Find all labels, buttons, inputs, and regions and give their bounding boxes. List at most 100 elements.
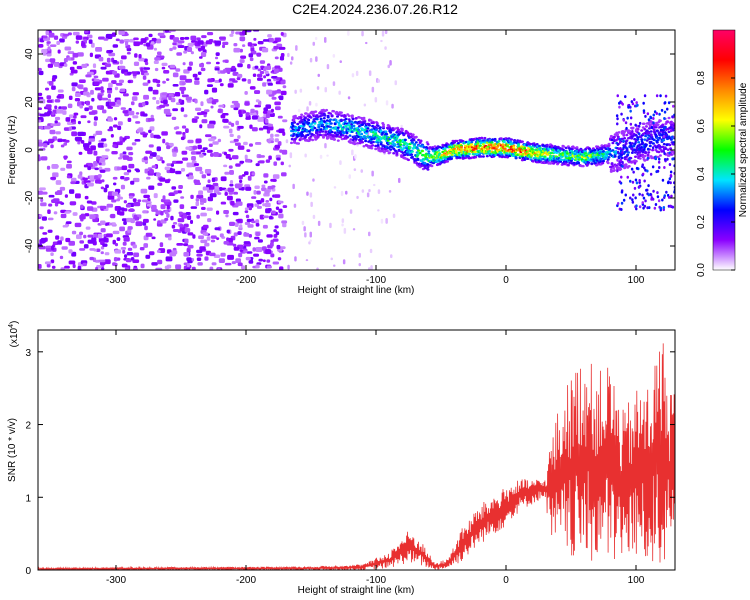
- spectral-cell: [662, 206, 666, 209]
- spectral-cell: [146, 206, 150, 209]
- spectral-cell: [655, 121, 658, 125]
- spectral-cell: [151, 262, 158, 266]
- colorbar-axes: 0.00.20.40.60.8: [696, 71, 735, 277]
- spectral-cell: [70, 69, 78, 74]
- spectral-cell: [648, 123, 652, 126]
- spectral-cell: [180, 168, 186, 172]
- spectral-cell: [119, 211, 125, 216]
- spectral-cell: [68, 95, 73, 101]
- spectral-cell: [213, 152, 219, 157]
- spectral-cell: [274, 65, 281, 69]
- spectral-cell: [322, 136, 325, 139]
- spectral-cell: [656, 169, 660, 173]
- spectral-cell: [253, 253, 260, 257]
- spectral-cell: [303, 119, 307, 122]
- spectral-cell: [232, 211, 239, 216]
- spectral-cell: [196, 194, 204, 199]
- spectral-cell: [175, 126, 180, 130]
- spectral-cell: [127, 71, 132, 75]
- spectral-cell: [68, 240, 75, 246]
- spectral-cell: [172, 108, 179, 112]
- spectral-cell: [151, 37, 157, 42]
- spectral-cell: [314, 110, 318, 113]
- spectral-cell: [508, 154, 512, 158]
- spectral-cell: [73, 112, 79, 116]
- spectral-cell: [281, 172, 287, 177]
- spectral-cell: [70, 181, 76, 185]
- spectral-cell: [278, 46, 286, 50]
- spectral-cell: [172, 84, 179, 87]
- spectral-cell: [89, 256, 95, 261]
- spectral-cell: [638, 185, 641, 189]
- spectral-cell: [293, 121, 297, 124]
- spectral-cell: [643, 128, 647, 131]
- spectral-cell: [112, 176, 118, 180]
- spectral-cell: [371, 140, 375, 144]
- spectral-cell: [303, 226, 306, 232]
- spectral-cell: [297, 142, 300, 145]
- spectral-cell: [652, 138, 656, 142]
- spectral-cell: [172, 222, 178, 225]
- spectral-cell: [315, 117, 319, 121]
- spectral-cell: [595, 159, 599, 162]
- spectral-cell: [262, 110, 268, 114]
- spectral-cell: [545, 143, 549, 147]
- spectral-cell: [104, 259, 111, 265]
- spectral-cell: [111, 191, 119, 196]
- spectral-cell: [547, 151, 551, 154]
- spectral-cell: [135, 112, 140, 115]
- spectral-cell: [51, 77, 56, 82]
- spectral-cell: [329, 125, 332, 129]
- spectral-cell: [112, 262, 117, 266]
- spectral-cell: [85, 180, 91, 183]
- spectral-cell: [665, 190, 668, 194]
- spectral-cell: [535, 143, 539, 146]
- spectral-cell: [315, 102, 318, 107]
- spectral-cell: [218, 78, 222, 83]
- spectral-cell: [68, 114, 74, 119]
- spectral-cell: [133, 201, 141, 207]
- spectral-cell: [662, 138, 666, 142]
- spectral-cell: [200, 149, 206, 153]
- spectral-cell: [333, 264, 336, 267]
- spectral-cell: [607, 156, 611, 159]
- spectral-cell: [324, 87, 327, 93]
- spectral-cell: [643, 166, 646, 170]
- spectral-cell: [45, 245, 52, 249]
- spectral-cell: [630, 151, 634, 154]
- spectral-cell: [262, 259, 266, 263]
- spectral-cell: [93, 150, 98, 156]
- spectral-cell: [229, 78, 236, 81]
- spectral-cell: [220, 252, 226, 257]
- spectral-cell: [39, 226, 44, 230]
- spectral-cell: [630, 142, 634, 145]
- spectral-cell: [643, 148, 646, 151]
- spectral-cell: [251, 127, 258, 132]
- spectral-cell: [74, 222, 82, 228]
- spectral-cell: [74, 136, 82, 141]
- spectral-cell: [214, 227, 221, 231]
- spectral-cell: [100, 186, 105, 190]
- spectral-cell: [187, 175, 194, 180]
- spectral-cell: [321, 130, 325, 133]
- spectrogram-ytick-label: 40: [24, 48, 35, 60]
- spectral-cell: [257, 117, 264, 122]
- spectral-cell: [364, 139, 368, 143]
- spectral-cell: [312, 178, 315, 182]
- spectral-cell: [41, 216, 47, 221]
- spectral-cell: [273, 68, 279, 74]
- spectral-cell: [237, 135, 241, 139]
- spectral-cell: [416, 158, 420, 161]
- spectral-cell: [49, 129, 56, 135]
- spectral-cell: [523, 147, 527, 150]
- spectral-cell: [253, 190, 257, 195]
- spectral-cell: [98, 56, 104, 62]
- spectral-cell: [182, 157, 189, 161]
- spectral-cell: [109, 101, 116, 106]
- spectral-cell: [333, 186, 337, 189]
- spectral-cell: [254, 90, 261, 94]
- spectral-cell: [234, 222, 239, 228]
- spectral-cell: [228, 148, 234, 152]
- spectral-cell: [187, 244, 194, 249]
- spectral-cell: [564, 146, 568, 150]
